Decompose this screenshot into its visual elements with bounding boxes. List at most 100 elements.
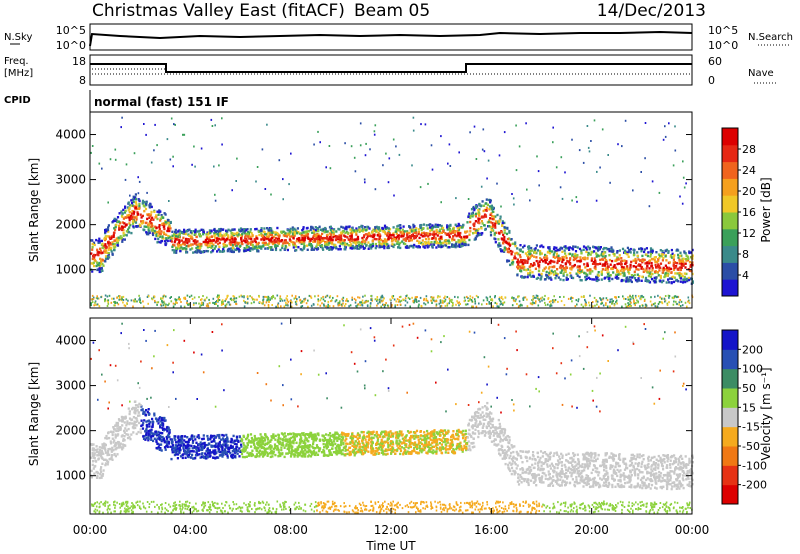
- echo-cell: [644, 278, 648, 281]
- echo-cell: [502, 233, 505, 237]
- echo-cell: [426, 241, 429, 245]
- echo-cell: [380, 242, 383, 246]
- echo-cell: [682, 278, 685, 281]
- echo-cell: [122, 208, 125, 212]
- echo-cell: [426, 299, 429, 302]
- echo-cell: [594, 259, 597, 262]
- echo-cell: [233, 233, 236, 237]
- echo-cell: [489, 200, 492, 204]
- echo-cell: [164, 448, 167, 451]
- echo-cell: [543, 267, 546, 270]
- echo-cell: [243, 230, 246, 233]
- echo-cell: [571, 266, 574, 269]
- echo-cell: [327, 303, 329, 306]
- echo-cell: [390, 432, 393, 435]
- echo-cell: [121, 443, 125, 446]
- echo-cell: [374, 450, 377, 453]
- echo-cell: [150, 438, 153, 441]
- echo-cell: [473, 224, 476, 227]
- echo-cell: [104, 251, 107, 254]
- echo-cell: [469, 220, 472, 224]
- echo-cell: [301, 301, 304, 304]
- echo-cell: [431, 224, 434, 227]
- echo-cell: [114, 300, 116, 303]
- echo-cell: [165, 238, 168, 242]
- echo-cell: [196, 245, 199, 248]
- echo-cell: [578, 247, 582, 251]
- echo-cell: [628, 272, 631, 275]
- echo-cell: [685, 259, 688, 262]
- echo-cell: [173, 251, 176, 254]
- echo-cell: [223, 244, 226, 247]
- echo-cell: [588, 272, 591, 275]
- echo-cell: [557, 254, 560, 257]
- echo-cell: [160, 214, 163, 217]
- echo-cell: [490, 299, 492, 301]
- echo-cell: [468, 447, 471, 450]
- echo-cell: [159, 219, 162, 222]
- echo-cell: [562, 278, 565, 282]
- echo-cell: [367, 241, 370, 244]
- echo-cell: [600, 272, 603, 275]
- echo-cell: [311, 445, 314, 448]
- echo-cell: [280, 298, 283, 301]
- echo-cell: [259, 301, 261, 304]
- echo-cell: [277, 233, 280, 236]
- echo-cell: [406, 231, 409, 235]
- echo-cell: [616, 262, 619, 266]
- echo-cell: [266, 123, 268, 126]
- echo-cell: [147, 213, 150, 217]
- echo-cell: [161, 301, 164, 304]
- echo-cell: [608, 254, 611, 257]
- echo-cell: [378, 234, 381, 237]
- echo-cell: [514, 252, 517, 255]
- echo-cell: [136, 404, 139, 407]
- echo-cell: [672, 280, 676, 284]
- echo-cell: [304, 449, 307, 452]
- echo-cell: [514, 257, 517, 260]
- echo-cell: [323, 231, 326, 234]
- echo-cell: [109, 248, 113, 251]
- echo-cell: [358, 226, 361, 229]
- echo-cell: [431, 226, 434, 230]
- echo-cell: [679, 455, 682, 459]
- echo-cell: [540, 277, 543, 280]
- echo-cell: [356, 305, 358, 308]
- echo-cell: [95, 238, 98, 242]
- echo-cell: [423, 297, 425, 300]
- echo-cell: [227, 247, 230, 251]
- echo-cell: [358, 244, 361, 247]
- echo-cell: [435, 304, 438, 307]
- echo-cell: [563, 249, 566, 252]
- echo-cell: [263, 304, 266, 307]
- echo-cell: [377, 231, 380, 234]
- echo-cell: [300, 242, 303, 245]
- echo-cell: [590, 257, 593, 260]
- echo-cell: [177, 245, 180, 248]
- echo-cell: [661, 271, 664, 274]
- echo-cell: [568, 248, 571, 251]
- echo-cell: [106, 453, 109, 457]
- echo-cell: [325, 240, 329, 243]
- echo-cell: [321, 245, 324, 248]
- echo-cell: [429, 243, 432, 246]
- echo-cell: [124, 206, 127, 209]
- echo-cell: [568, 252, 572, 256]
- echo-cell: [589, 294, 591, 297]
- echo-cell: [501, 249, 504, 252]
- echo-cell: [286, 241, 289, 245]
- echo-cell: [301, 305, 304, 307]
- echo-cell: [583, 295, 585, 298]
- echo-cell: [104, 246, 107, 249]
- echo-cell: [405, 295, 407, 297]
- echo-cell: [196, 453, 199, 457]
- echo-cell: [451, 237, 454, 240]
- echo-cell: [650, 272, 653, 276]
- echo-cell: [649, 253, 653, 256]
- echo-cell: [595, 199, 598, 202]
- echo-cell: [227, 234, 230, 237]
- echo-cell: [387, 246, 391, 250]
- echo-cell: [260, 227, 263, 230]
- echo-cell: [448, 235, 451, 239]
- echo-cell: [373, 237, 376, 241]
